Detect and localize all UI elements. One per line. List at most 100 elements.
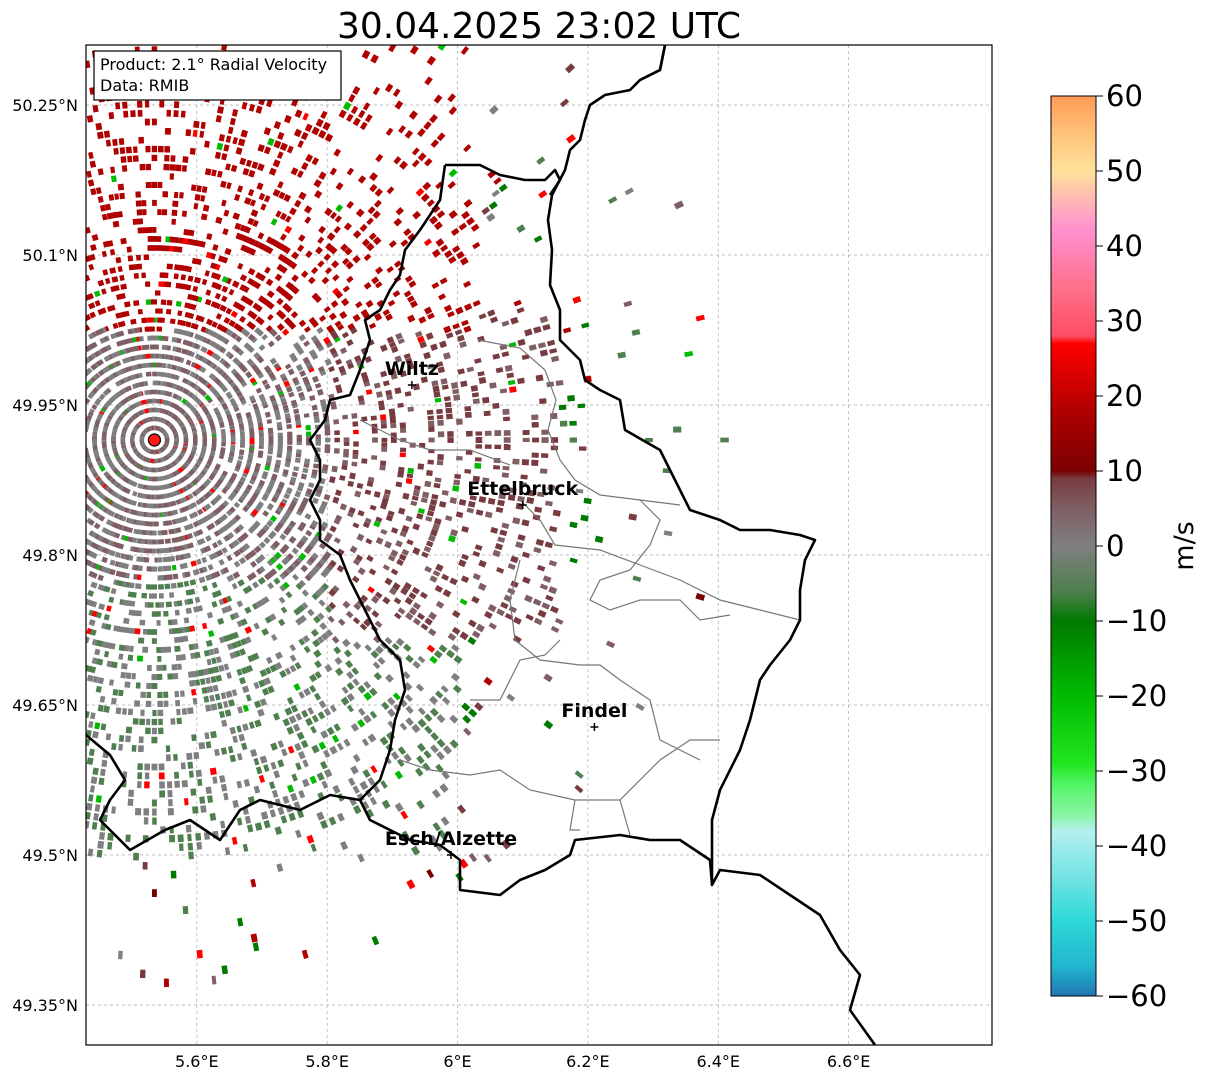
radar-pixel	[229, 397, 236, 405]
radar-pixel	[256, 182, 264, 191]
radar-pixel	[191, 257, 198, 265]
radar-pixel	[517, 338, 526, 347]
radar-pixel	[286, 259, 294, 267]
radar-pixel	[493, 177, 502, 185]
radar-pixel	[127, 708, 134, 716]
radar-pixel	[314, 382, 322, 389]
radar-pixel	[495, 367, 504, 374]
radar-pixel	[92, 386, 100, 393]
radar-pixel	[357, 175, 367, 184]
radar-pixel	[95, 795, 102, 803]
info-product: Product: 2.1° Radial Velocity	[100, 55, 327, 74]
radar-pixel	[125, 735, 131, 743]
radar-pixel	[335, 358, 343, 366]
radar-pixel	[94, 398, 101, 406]
radar-pixel	[177, 834, 184, 843]
radar-pixel	[350, 105, 359, 115]
radar-pixel	[443, 325, 452, 334]
radar-pixel	[268, 371, 276, 380]
radar-pixel	[283, 114, 292, 124]
radar-pixel	[221, 275, 229, 284]
radar-pixel	[221, 295, 228, 303]
radar-pixel	[453, 479, 461, 486]
radar-pixel	[132, 155, 139, 162]
radar-pixel	[178, 843, 184, 852]
radar-pixel	[385, 127, 394, 136]
radar-pixel	[342, 285, 350, 293]
radar-pixel	[186, 707, 194, 715]
radar-pixel	[314, 190, 323, 199]
radar-pixel	[99, 337, 106, 344]
radar-pixel	[90, 776, 98, 785]
radar-pixel	[372, 210, 381, 219]
radar-pixel	[318, 171, 327, 180]
radar-pixel	[106, 212, 113, 220]
radar-pixel	[174, 609, 180, 616]
radar-pixel	[158, 718, 163, 726]
radar-pixel	[407, 314, 416, 323]
radar-pixel	[155, 611, 161, 617]
radar-pixel	[258, 318, 265, 326]
radar-pixel	[204, 298, 212, 306]
radar-pixel	[395, 207, 404, 216]
radar-pixel	[175, 699, 181, 707]
radar-pixel	[112, 322, 119, 329]
radar-pixel	[200, 213, 208, 221]
radar-pixel	[265, 236, 274, 245]
radar-pixel	[111, 806, 116, 814]
radar-pixel	[248, 169, 256, 178]
radar-pixel	[223, 327, 231, 335]
radar-pixel	[190, 688, 197, 696]
radar-pixel	[282, 404, 289, 412]
radar-pixel	[415, 187, 425, 197]
radar-pixel	[308, 316, 317, 325]
radar-pixel	[276, 151, 284, 160]
radar-pixel	[436, 460, 444, 466]
radar-pixel	[569, 437, 577, 443]
radar-pixel	[437, 419, 444, 426]
radar-pixel	[439, 340, 448, 349]
radar-pixel	[204, 140, 210, 148]
radar-pixel	[86, 255, 92, 263]
radar-pixel	[503, 444, 511, 451]
radar-pixel	[97, 840, 105, 849]
radar-pixel	[147, 335, 153, 341]
radar-pixel	[202, 380, 210, 387]
radar-pixel	[153, 344, 159, 350]
radar-pixel	[86, 226, 91, 234]
radar-pixel	[454, 473, 462, 480]
radar-pixel	[216, 142, 224, 151]
radar-pixel	[316, 326, 324, 335]
radar-pixel	[92, 731, 99, 739]
radar-pixel	[542, 323, 551, 331]
radar-pixel	[196, 841, 203, 850]
radar-pixel	[390, 423, 397, 429]
radar-pixel	[221, 285, 229, 293]
radar-pixel	[165, 646, 172, 653]
radar-pixel	[558, 404, 567, 411]
radar-pixel	[284, 363, 292, 370]
radar-pixel	[221, 153, 228, 161]
radar-pixel	[188, 851, 194, 860]
radar-pixel	[285, 281, 293, 289]
radar-pixel	[292, 341, 301, 350]
radar-pixel	[257, 422, 264, 428]
radar-pixel	[86, 274, 91, 282]
radar-pixel	[141, 272, 146, 279]
radar-pixel	[195, 314, 203, 322]
radar-pixel	[253, 240, 260, 248]
radar-pixel	[169, 173, 175, 180]
radar-pixel	[125, 146, 132, 154]
radar-pixel	[193, 751, 200, 760]
radar-pixel	[105, 139, 112, 147]
radar-pixel	[287, 368, 295, 376]
radar-pixel	[224, 409, 231, 416]
radar-pixel	[267, 427, 274, 434]
radar-pixel	[275, 210, 282, 218]
radar-pixel	[267, 137, 275, 146]
radar-pixel	[311, 126, 320, 136]
radar-pixel	[447, 181, 456, 190]
radar-pixel	[440, 378, 448, 385]
radar-pixel	[162, 191, 169, 198]
radar-pixel	[294, 109, 303, 118]
